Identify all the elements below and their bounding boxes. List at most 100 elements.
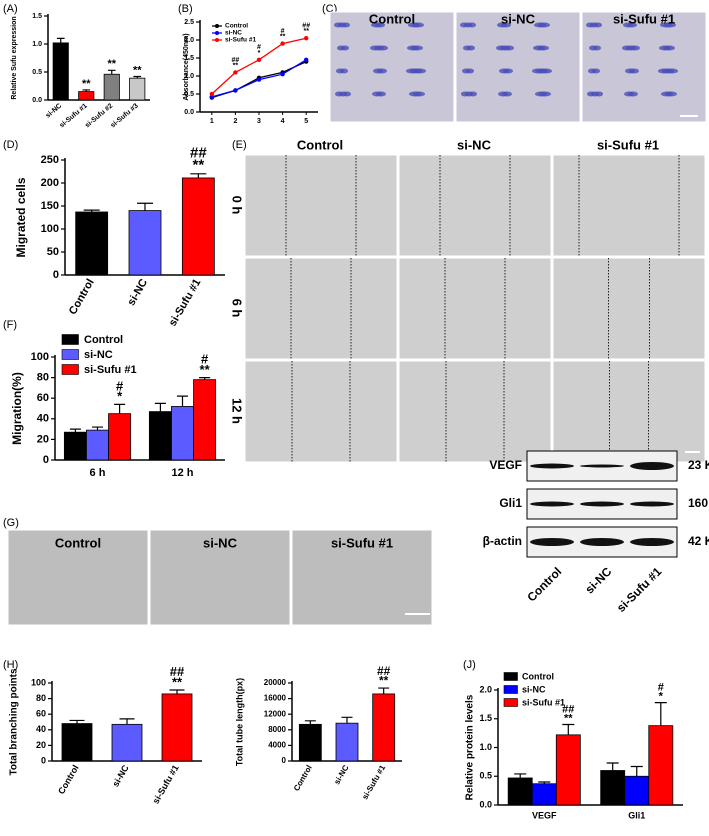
blot-band <box>580 501 624 507</box>
point <box>256 77 262 82</box>
bar <box>129 77 146 101</box>
error-bar <box>562 723 575 735</box>
micrograph <box>398 257 552 360</box>
cell <box>378 45 388 51</box>
column-header: Control <box>369 11 415 26</box>
blot-band <box>630 462 674 470</box>
bar <box>75 211 109 276</box>
error-bar <box>169 689 185 694</box>
y-tick-label: 20 <box>36 740 46 750</box>
legend-label: Control <box>84 334 123 346</box>
point <box>304 57 309 62</box>
y-tick-label: 0.0 <box>184 109 194 116</box>
error-bar <box>119 718 135 725</box>
column-header: si-Sufu #1 <box>331 535 393 550</box>
bar <box>148 411 172 461</box>
point <box>256 57 262 62</box>
significance: ** <box>233 62 239 69</box>
cell <box>540 68 552 74</box>
micrograph <box>398 154 552 257</box>
y-tick-label: 0.5 <box>32 69 42 76</box>
x-tick-label: si-Sufu #3 <box>110 103 140 130</box>
y-tick-label: 100 <box>41 223 59 235</box>
legend-label: si-Sufu #1 <box>522 697 565 707</box>
cell <box>594 22 602 28</box>
y-tick-label: 60 <box>37 392 49 404</box>
significance: # <box>281 28 285 35</box>
x-tick-label: Control <box>292 764 314 793</box>
x-tick-label: 3 <box>257 118 261 125</box>
cell <box>628 91 638 97</box>
y-tick-label: 0.5 <box>184 91 194 98</box>
y-axis-label: Total branching points <box>9 668 20 775</box>
panel-label: (G) <box>3 517 19 529</box>
blot-band <box>530 501 574 507</box>
y-tick-label: 2.5 <box>184 19 194 26</box>
bar <box>111 723 143 762</box>
error-bar <box>538 781 551 784</box>
panel-label: (H) <box>3 659 18 671</box>
y-tick-label: 40 <box>36 724 46 734</box>
cell <box>466 68 474 74</box>
y-tick-label: 0.5 <box>479 771 492 781</box>
row-header: 6 h <box>230 299 245 318</box>
panel-label: (E) <box>232 139 247 151</box>
significance: # <box>201 351 209 366</box>
column-header: Control <box>55 535 101 550</box>
micrograph <box>552 154 706 257</box>
error-bar <box>133 75 142 79</box>
column-header: Control <box>297 137 343 152</box>
cell <box>630 45 640 51</box>
significance: * <box>117 389 123 404</box>
cell <box>376 91 386 97</box>
legend-label: si-Sufu #1 <box>225 37 256 44</box>
error-bar <box>82 89 91 92</box>
cell <box>414 68 426 74</box>
y-tick-label: 0 <box>41 755 46 765</box>
cell <box>413 91 425 97</box>
y-tick-label: 1.0 <box>184 73 194 80</box>
significance: ** <box>280 34 286 41</box>
column-header: si-Sufu #1 <box>613 11 675 26</box>
significance: ** <box>303 28 309 35</box>
legend-swatch <box>503 685 518 694</box>
column-header: si-Sufu #1 <box>597 137 659 152</box>
bar <box>63 431 87 461</box>
blot-band <box>580 538 624 546</box>
error-bar <box>514 773 527 778</box>
cell <box>501 22 511 28</box>
row-header: 0 h <box>230 196 245 215</box>
bar <box>298 723 322 762</box>
cell <box>468 22 476 28</box>
significance: ** <box>200 362 211 377</box>
significance: ** <box>107 58 116 70</box>
error-bar <box>56 37 65 43</box>
y-axis-label: Relative Sufu expression <box>11 16 18 99</box>
micrograph <box>455 11 581 123</box>
blot-band <box>530 538 574 546</box>
y-axis-label: Relative protein levels <box>465 694 476 800</box>
significance: * <box>659 691 664 703</box>
error-bar <box>154 402 166 412</box>
legend-label: si-Sufu #1 <box>84 364 137 376</box>
error-bar <box>190 173 207 178</box>
bar <box>171 406 194 461</box>
point <box>233 88 238 93</box>
y-tick-label: 60 <box>36 709 46 719</box>
cell <box>467 45 475 51</box>
y-tick-label: 4000 <box>268 741 286 750</box>
significance: ** <box>82 78 91 90</box>
micrograph <box>329 11 455 123</box>
significance: ## <box>170 664 185 679</box>
significance: ## <box>232 57 240 64</box>
significance: ** <box>133 64 142 76</box>
column-header: si-NC <box>501 11 536 26</box>
panel-label: (D) <box>3 139 18 151</box>
panel-label: (J) <box>463 659 476 671</box>
band-label: β-actin <box>483 534 522 548</box>
micrograph <box>398 360 552 463</box>
x-tick-label: 5 <box>304 118 308 125</box>
y-tick-label: 12000 <box>264 709 287 718</box>
y-tick-label: 8000 <box>268 725 286 734</box>
y-tick-label: 2.0 <box>184 37 194 44</box>
